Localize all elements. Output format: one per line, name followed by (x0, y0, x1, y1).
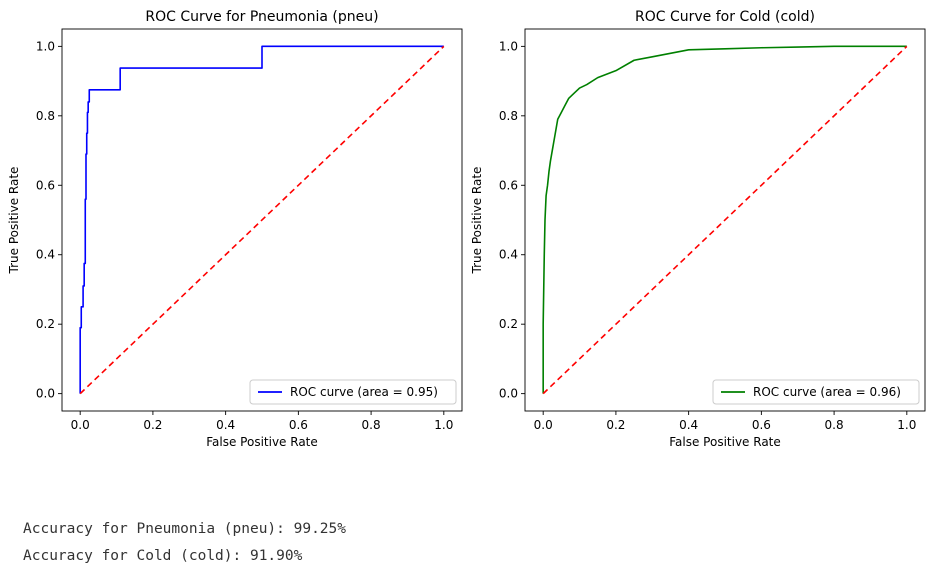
y-tick-label: 0.4 (36, 248, 55, 262)
y-tick-label: 0.2 (36, 317, 55, 331)
x-tick-label: 0.2 (606, 418, 625, 432)
y-tick-label: 1.0 (36, 39, 55, 53)
y-tick-label: 0.4 (499, 248, 518, 262)
chart-2: ROC Curve for Cold (cold) 0.0 0.2 0.4 0.6 0.8… (470, 9, 926, 449)
x-tick-label: 0.0 (71, 418, 90, 432)
y-tick-label: 0.0 (36, 387, 55, 401)
chart-title: ROC Curve for Pneumonia (pneu) (145, 9, 378, 25)
y-tick-label: 0.0 (499, 387, 518, 401)
diagonal-reference-line (542, 45, 908, 395)
y-axis-label: True Positive Rate (470, 167, 484, 275)
x-axis-label: False Positive Rate (669, 435, 781, 449)
y-tick-label: 0.8 (36, 109, 55, 123)
legend-box (249, 379, 457, 405)
x-axis-label: False Positive Rate (206, 435, 318, 449)
plot-frame (61, 28, 463, 412)
y-tick-label: 1.0 (499, 39, 518, 53)
y-tick-label: 0.2 (499, 317, 518, 331)
x-tick-label: 1.0 (897, 418, 916, 432)
x-tick-label: 0.4 (679, 418, 698, 432)
accuracy-pneumonia-text: Accuracy for Pneumonia (pneu): 99.25% (23, 521, 347, 537)
accuracy-cold-text: Accuracy for Cold (cold): 91.90% (23, 548, 303, 564)
x-tick-label: 0.6 (289, 418, 308, 432)
x-tick-label: 0.6 (752, 418, 771, 432)
y-tick-label: 0.6 (499, 178, 518, 192)
x-tick-label: 1.0 (434, 418, 453, 432)
diagonal-reference-line (79, 45, 445, 395)
chart-1: ROC Curve for Pneumonia (pneu) 0.0 0.2 0.4 0… (7, 9, 463, 449)
console-output: Accuracy for Pneumonia (pneu): 99.25% Ac… (23, 516, 346, 570)
x-tick-label: 0.0 (534, 418, 553, 432)
legend-label: ROC curve (area = 0.95) (290, 385, 438, 399)
plot-frame (524, 28, 926, 412)
y-axis-label: True Positive Rate (7, 167, 21, 275)
legend-box (712, 379, 920, 405)
roc-curve-line (79, 45, 444, 394)
x-tick-label: 0.8 (362, 418, 381, 432)
x-tick-label: 0.4 (216, 418, 235, 432)
roc-curve-line (542, 45, 907, 394)
chart-title: ROC Curve for Cold (cold) (635, 9, 815, 25)
x-tick-label: 0.2 (143, 418, 162, 432)
y-tick-label: 0.6 (36, 178, 55, 192)
y-tick-label: 0.8 (499, 109, 518, 123)
legend-label: ROC curve (area = 0.96) (753, 385, 901, 399)
roc-figure: ROC Curve for Pneumonia (pneu) 0.0 0.2 0.4 0… (7, 9, 926, 449)
x-tick-label: 0.8 (825, 418, 844, 432)
